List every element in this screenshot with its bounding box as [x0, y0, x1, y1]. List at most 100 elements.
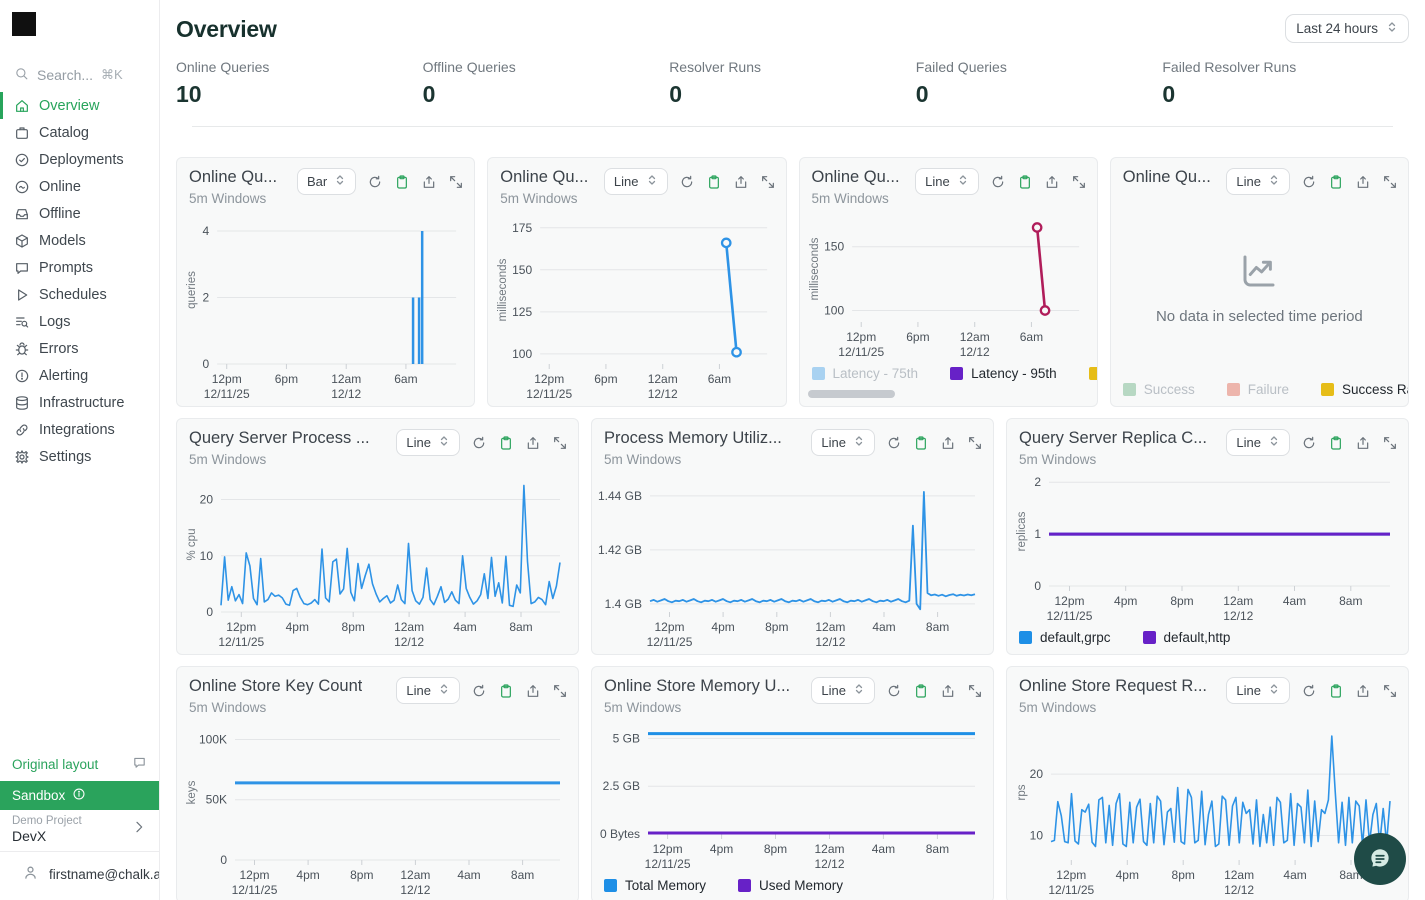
chart-card: Online Qu... Line No data in selected ti…: [1109, 157, 1409, 407]
refresh-button[interactable]: [471, 435, 487, 451]
refresh-button[interactable]: [1301, 683, 1317, 699]
legend-item-default-http[interactable]: default,http: [1142, 630, 1230, 645]
chart-title: Process Memory Utiliz...: [604, 429, 782, 447]
sidebar-item-deployments[interactable]: Deployments: [0, 146, 159, 173]
refresh-button[interactable]: [679, 174, 695, 190]
export-button[interactable]: [733, 174, 749, 190]
sidebar-item-schedules[interactable]: Schedules: [0, 281, 159, 308]
chart-type-select[interactable]: Line: [1226, 677, 1290, 704]
expand-button[interactable]: [1382, 435, 1398, 451]
expand-button[interactable]: [1071, 174, 1087, 190]
sidebar-item-settings[interactable]: Settings: [0, 443, 159, 470]
chart-card: Online Store Key Count 5m Windows Line 0…: [176, 666, 579, 900]
chart-type-select[interactable]: Line: [603, 168, 668, 195]
legend-item-latency-95th[interactable]: Latency - 95th: [950, 366, 1057, 381]
legend-item-used-memory[interactable]: Used Memory: [738, 878, 843, 893]
svg-text:4am: 4am: [453, 620, 476, 634]
chevron-updown-icon: [646, 174, 658, 189]
sidebar-toggle-button[interactable]: [131, 15, 147, 34]
expand-button[interactable]: [448, 174, 464, 190]
refresh-button[interactable]: [471, 683, 487, 699]
sidebar-item-label: Offline: [39, 205, 81, 222]
copy-button[interactable]: [498, 435, 514, 451]
svg-text:8am: 8am: [926, 620, 949, 634]
legend-label: Success Ratio: [1342, 382, 1408, 397]
export-button[interactable]: [1355, 174, 1371, 190]
expand-button[interactable]: [1382, 683, 1398, 699]
legend-item-late[interactable]: Late: [1088, 366, 1097, 381]
expand-button[interactable]: [552, 435, 568, 451]
legend-item-failure[interactable]: Failure: [1226, 382, 1289, 397]
svg-text:20: 20: [200, 493, 214, 507]
chart-type-select[interactable]: Line: [396, 429, 460, 456]
search-input[interactable]: Search... ⌘K: [0, 60, 159, 90]
time-range-select[interactable]: Last 24 hours: [1285, 14, 1409, 43]
user-menu[interactable]: firstname@chalk.a: [0, 852, 159, 900]
sidebar-item-prompts[interactable]: Prompts: [0, 254, 159, 281]
search-placeholder: Search...: [37, 67, 94, 83]
export-button[interactable]: [1044, 174, 1060, 190]
chart-type-select[interactable]: Line: [1226, 168, 1290, 195]
sidebar-item-label: Catalog: [39, 124, 89, 141]
copy-button[interactable]: [913, 683, 929, 699]
chart-type-select[interactable]: Bar: [297, 168, 357, 195]
sidebar-item-label: Models: [39, 232, 86, 249]
sidebar-item-overview[interactable]: Overview: [0, 92, 159, 119]
export-button[interactable]: [421, 174, 437, 190]
chart-type-select[interactable]: Line: [811, 677, 875, 704]
project-switcher[interactable]: Demo Project DevX: [0, 810, 159, 852]
expand-button[interactable]: [967, 683, 983, 699]
stat-resolver-runs: Resolver Runs 0: [669, 59, 916, 108]
legend-item-latency-75th[interactable]: Latency - 75th: [811, 366, 918, 381]
legend-item-default-grpc[interactable]: default,grpc: [1019, 630, 1111, 645]
svg-text:2: 2: [202, 291, 209, 305]
refresh-button[interactable]: [990, 174, 1006, 190]
expand-button[interactable]: [967, 435, 983, 451]
expand-button[interactable]: [1382, 174, 1398, 190]
original-layout-link[interactable]: Original layout: [0, 747, 159, 781]
refresh-button[interactable]: [1301, 174, 1317, 190]
chart-type-select[interactable]: Line: [396, 677, 460, 704]
legend-scrollbar[interactable]: [807, 390, 895, 398]
copy-button[interactable]: [1328, 174, 1344, 190]
legend-item-success-ratio[interactable]: Success Ratio: [1321, 382, 1408, 397]
copy-button[interactable]: [1328, 435, 1344, 451]
legend-item-total-memory[interactable]: Total Memory: [604, 878, 706, 893]
export-button[interactable]: [1355, 683, 1371, 699]
expand-button[interactable]: [552, 683, 568, 699]
sidebar-item-models[interactable]: Models: [0, 227, 159, 254]
sidebar-item-online[interactable]: Online: [0, 173, 159, 200]
export-button[interactable]: [940, 683, 956, 699]
sidebar-item-catalog[interactable]: Catalog: [0, 119, 159, 146]
export-button[interactable]: [525, 435, 541, 451]
sidebar-item-infrastructure[interactable]: Infrastructure: [0, 389, 159, 416]
refresh-button[interactable]: [886, 435, 902, 451]
svg-text:4pm: 4pm: [1114, 594, 1137, 608]
refresh-button[interactable]: [886, 683, 902, 699]
chart-type-select[interactable]: Line: [915, 168, 979, 195]
expand-button[interactable]: [760, 174, 776, 190]
environment-switcher[interactable]: Sandbox: [0, 781, 159, 810]
legend-swatch: [1019, 631, 1032, 644]
sidebar-item-logs[interactable]: Logs: [0, 308, 159, 335]
copy-button[interactable]: [1017, 174, 1033, 190]
copy-button[interactable]: [1328, 683, 1344, 699]
copy-button[interactable]: [913, 435, 929, 451]
sidebar-item-alerting[interactable]: Alerting: [0, 362, 159, 389]
refresh-button[interactable]: [367, 174, 383, 190]
sidebar-item-integrations[interactable]: Integrations: [0, 416, 159, 443]
sidebar-item-errors[interactable]: Errors: [0, 335, 159, 362]
chart-type-select[interactable]: Line: [811, 429, 875, 456]
svg-text:12pm: 12pm: [1056, 868, 1086, 882]
chat-button[interactable]: [1354, 833, 1406, 885]
legend-item-success[interactable]: Success: [1122, 382, 1195, 397]
export-button[interactable]: [525, 683, 541, 699]
refresh-button[interactable]: [1301, 435, 1317, 451]
copy-button[interactable]: [394, 174, 410, 190]
chart-type-select[interactable]: Line: [1226, 429, 1290, 456]
sidebar-item-offline[interactable]: Offline: [0, 200, 159, 227]
export-button[interactable]: [1355, 435, 1371, 451]
copy-button[interactable]: [706, 174, 722, 190]
copy-button[interactable]: [498, 683, 514, 699]
export-button[interactable]: [940, 435, 956, 451]
